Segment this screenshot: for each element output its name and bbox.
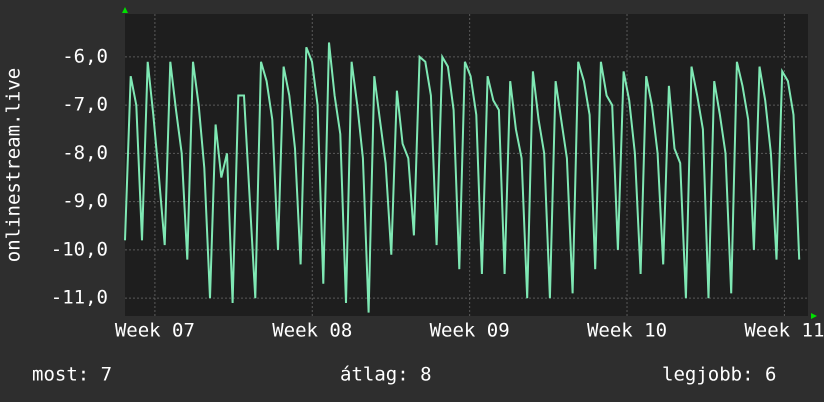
x-arrow xyxy=(811,313,817,319)
y-tick-label: -10,0 xyxy=(51,238,108,260)
footer-avg: átlag: 8 xyxy=(340,364,432,386)
y-tick-label: -7,0 xyxy=(62,94,108,116)
y-tick-label: -9,0 xyxy=(62,190,108,212)
y-tick-label: -6,0 xyxy=(62,45,108,67)
footer-now: most: 7 xyxy=(32,364,112,386)
x-tick-label: Week 09 xyxy=(430,320,510,342)
y-axis-label: onlinestream.live xyxy=(3,68,25,262)
x-tick-label: Week 07 xyxy=(115,320,195,342)
y-arrow xyxy=(122,7,128,13)
x-tick-label: Week 11 xyxy=(744,320,824,342)
footer-best: legjobb: 6 xyxy=(662,364,776,386)
y-tick-label: -11,0 xyxy=(51,287,108,309)
x-tick-label: Week 10 xyxy=(587,320,667,342)
x-tick-label: Week 08 xyxy=(272,320,352,342)
series-line xyxy=(124,42,801,313)
y-tick-label: -8,0 xyxy=(62,142,108,164)
